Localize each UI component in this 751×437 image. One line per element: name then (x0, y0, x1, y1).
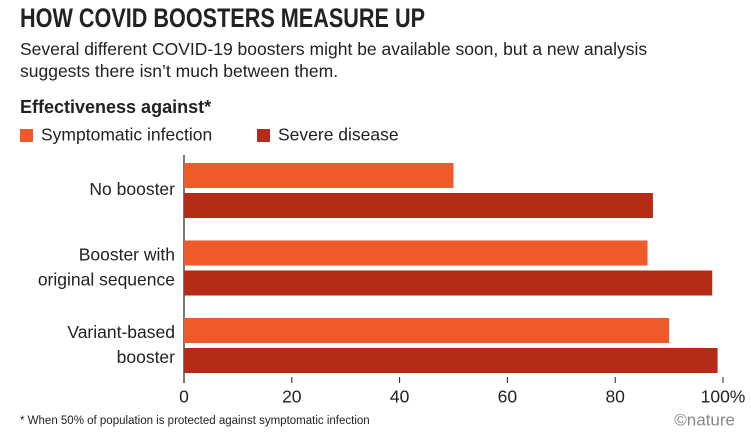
footnote: * When 50% of population is protected ag… (20, 415, 370, 427)
chart-title: HOW COVID BOOSTERS MEASURE UP (20, 3, 425, 33)
bar (184, 270, 713, 296)
legend-swatch (257, 129, 270, 142)
y-tick-label: No booster (89, 179, 175, 199)
x-tick-label: 40 (390, 387, 410, 407)
legend-swatch (20, 129, 33, 142)
bar (184, 318, 670, 343)
x-tick-label: 20 (282, 387, 302, 407)
x-tick-label: 0 (179, 387, 189, 407)
bar (184, 240, 648, 266)
bar (184, 193, 653, 218)
label-line: Variant-based (67, 322, 175, 342)
x-tick-label: 80 (605, 387, 625, 407)
bar (184, 348, 718, 373)
credit: ©nature (674, 410, 735, 429)
legend-title: Effectiveness against* (20, 97, 211, 117)
y-tick-label: Booster with original sequence (38, 244, 175, 289)
y-tick-label: Variant-based booster (67, 322, 175, 367)
label-line: original sequence (38, 269, 175, 289)
label-line: Booster with (79, 244, 175, 264)
x-tick-label: 60 (498, 387, 518, 407)
subtitle: Several different COVID-19 boosters migh… (20, 39, 648, 81)
legend-label: Symptomatic infection (41, 125, 212, 145)
legend-label: Severe disease (278, 125, 399, 145)
x-tick-label: 100% (701, 387, 746, 407)
bar (184, 163, 454, 188)
label-line: booster (117, 347, 176, 367)
